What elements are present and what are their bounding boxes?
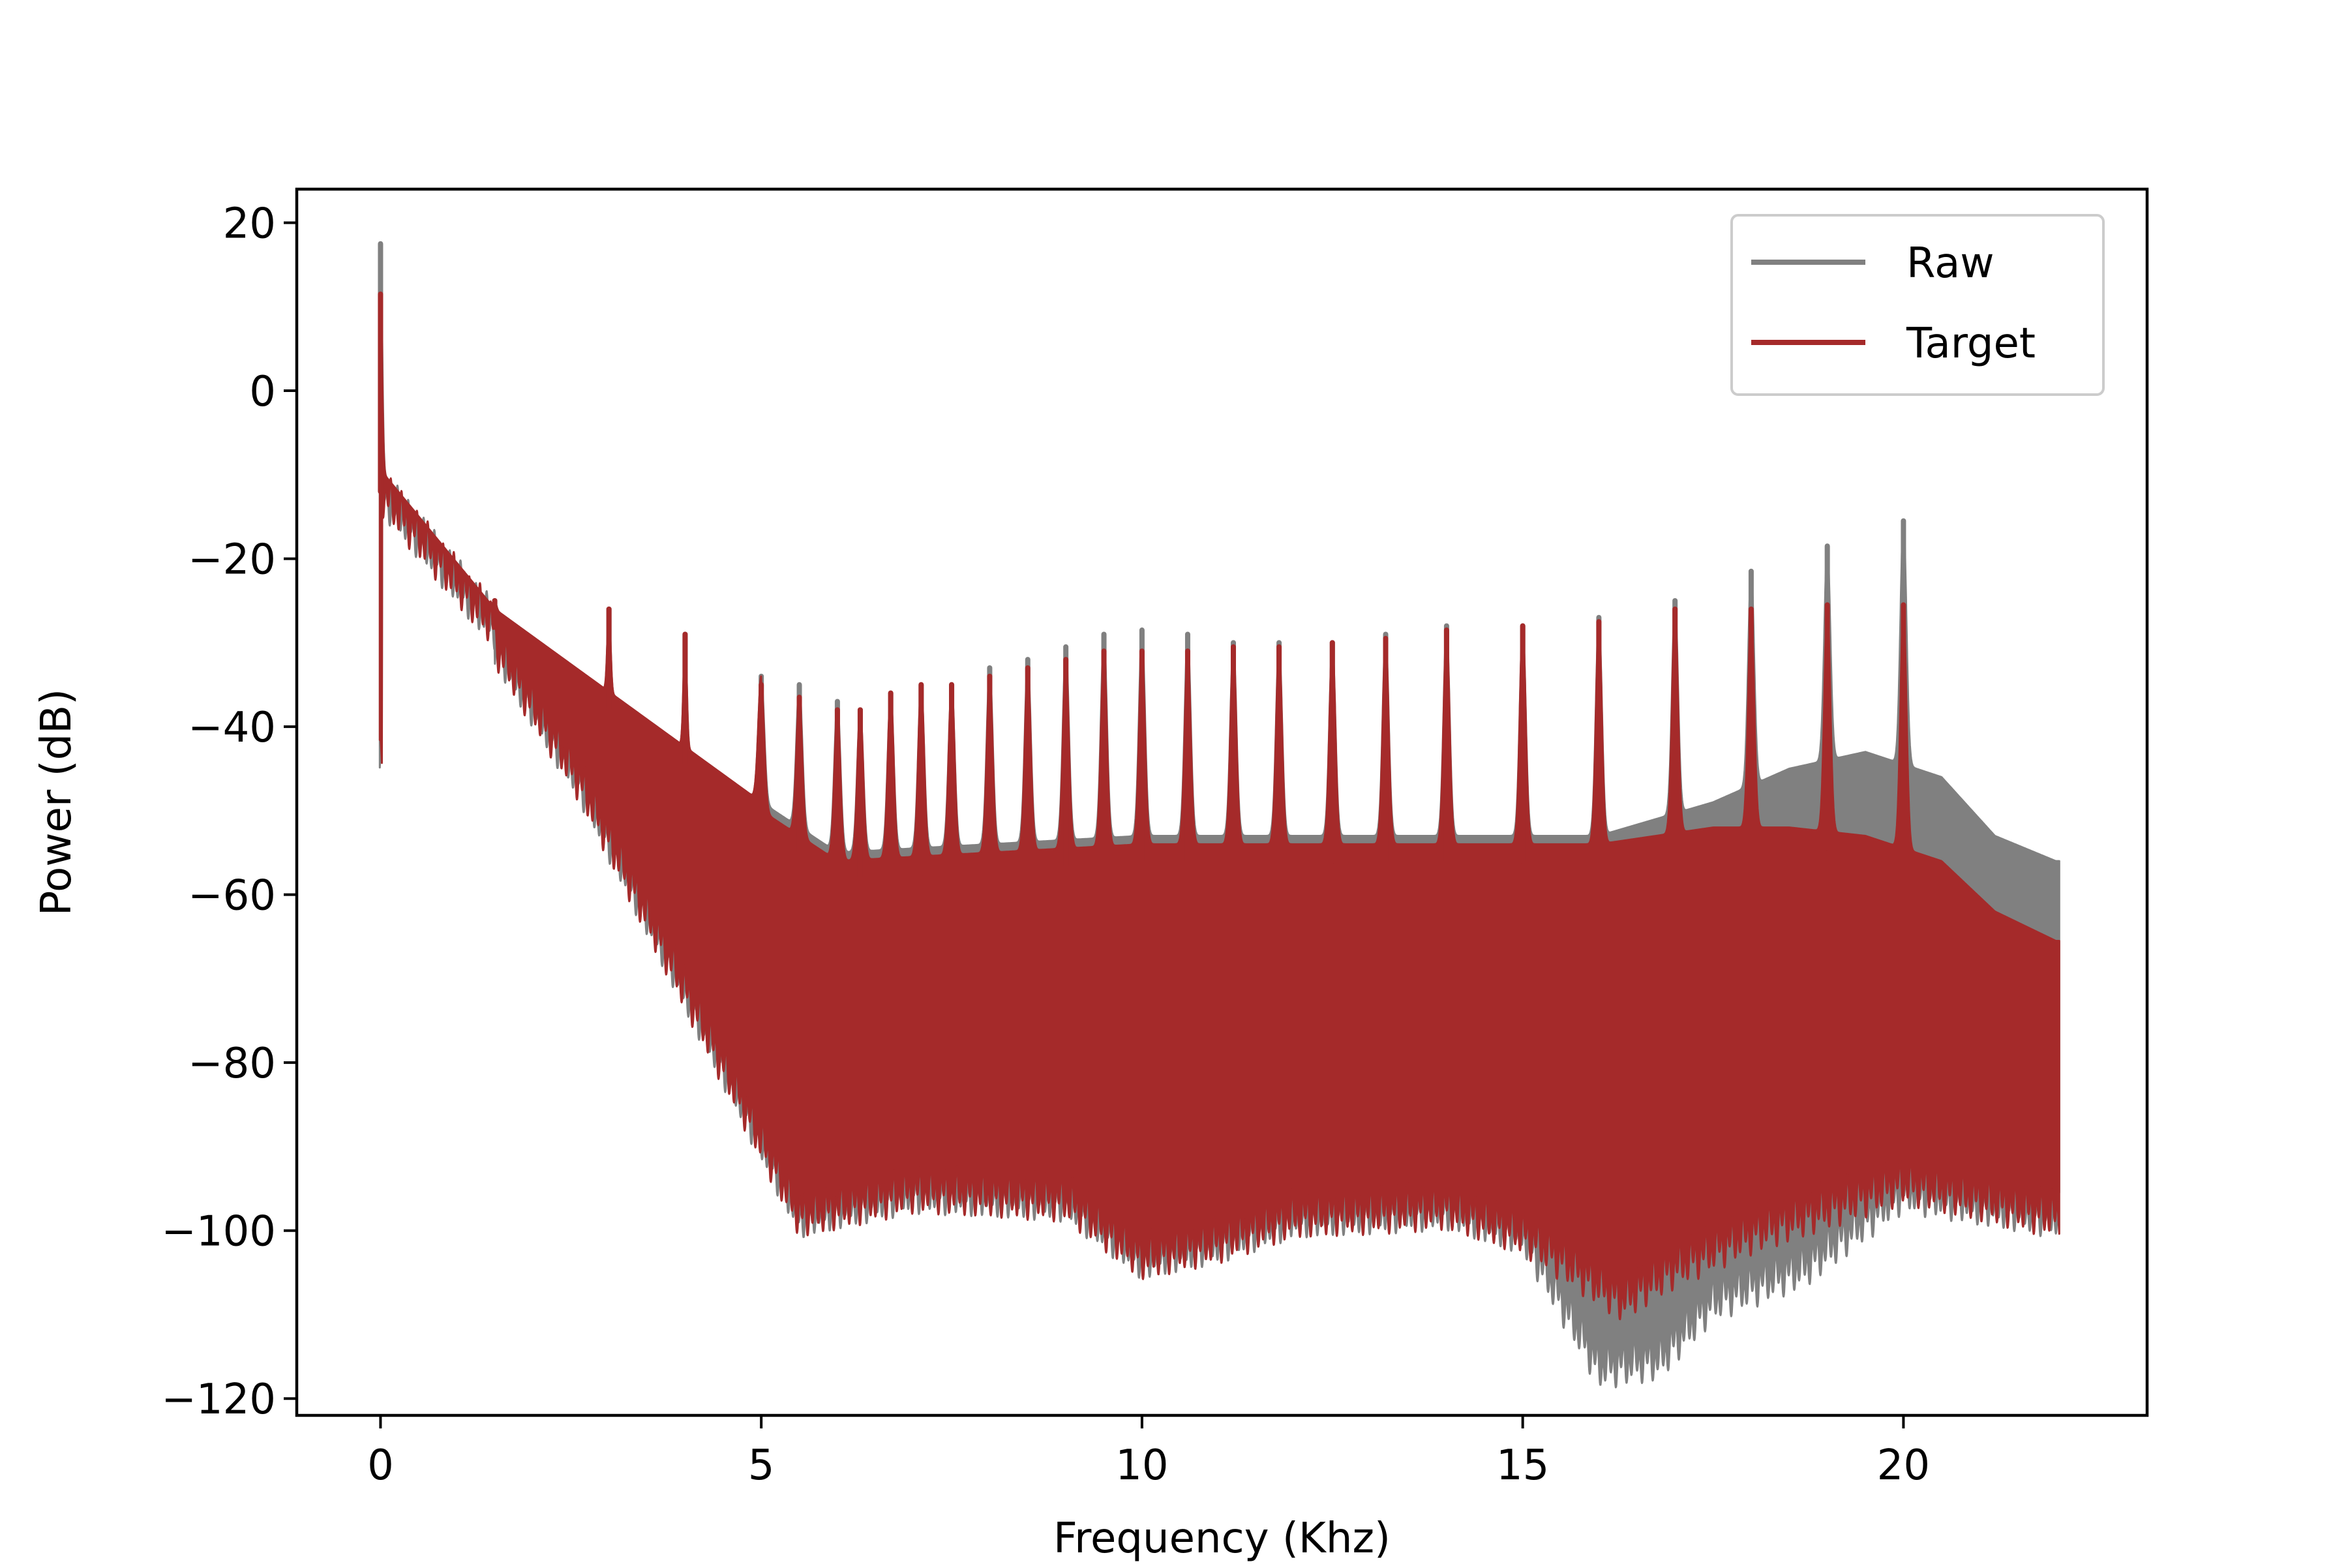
y-axis-ticks: 20 0 −20 −40 −60 −80 −100 −120	[161, 200, 297, 1424]
y-tick-label: −40	[188, 704, 276, 752]
axes-frame	[295, 187, 2149, 1417]
x-axis-label: Frequency (Khz)	[1053, 1515, 1391, 1563]
x-tick-label: 0	[367, 1441, 394, 1490]
x-tick-label: 5	[748, 1441, 775, 1490]
series-target-area	[378, 294, 2060, 1321]
y-tick-label: −60	[188, 872, 276, 920]
x-tick-label: 15	[1496, 1441, 1549, 1490]
y-axis-label: Power (dB)	[33, 689, 81, 916]
y-tick-label: −100	[161, 1208, 276, 1256]
plot-area	[378, 241, 2060, 1389]
legend-label-target: Target	[1906, 320, 2036, 368]
y-tick-label: −80	[188, 1040, 276, 1088]
y-tick-label: −120	[161, 1376, 276, 1424]
x-axis-ticks: 0 5 10 15 20	[367, 1415, 1930, 1490]
y-tick-label: 0	[249, 368, 276, 416]
y-tick-label: −20	[188, 536, 276, 584]
y-tick-label: 20	[223, 200, 276, 249]
x-tick-label: 20	[1877, 1441, 1930, 1490]
legend: Raw Target	[1730, 214, 2105, 396]
x-tick-label: 10	[1115, 1441, 1168, 1490]
legend-label-raw: Raw	[1906, 239, 1994, 288]
